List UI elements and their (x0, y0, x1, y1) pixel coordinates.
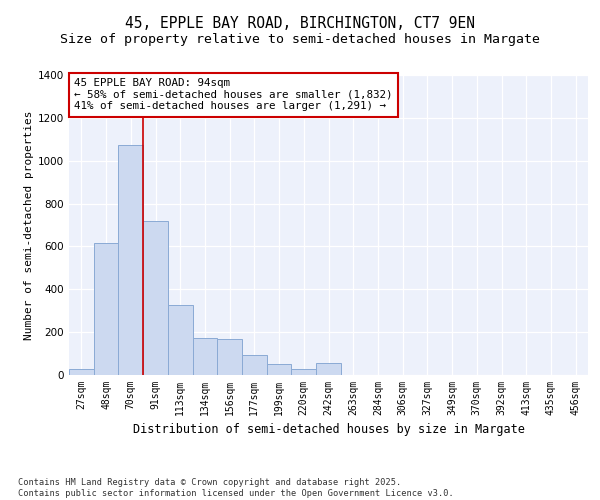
Bar (118, 144, 143, 375)
Bar (217, 338, 242, 375)
Bar (292, 368, 316, 375)
Bar (168, 306, 193, 375)
Bar (267, 364, 292, 375)
X-axis label: Distribution of semi-detached houses by size in Margate: Distribution of semi-detached houses by … (133, 424, 524, 436)
Bar (94, 243, 118, 375)
Bar (193, 338, 217, 375)
Text: Size of property relative to semi-detached houses in Margate: Size of property relative to semi-detach… (60, 32, 540, 46)
Bar (69, 368, 94, 375)
Bar (143, 220, 168, 375)
Y-axis label: Number of semi-detached properties: Number of semi-detached properties (24, 110, 34, 340)
Text: Contains HM Land Registry data © Crown copyright and database right 2025.
Contai: Contains HM Land Registry data © Crown c… (18, 478, 454, 498)
Bar (242, 354, 267, 375)
Text: 45 EPPLE BAY ROAD: 94sqm
← 58% of semi-detached houses are smaller (1,832)
41% o: 45 EPPLE BAY ROAD: 94sqm ← 58% of semi-d… (74, 78, 392, 111)
Text: 45, EPPLE BAY ROAD, BIRCHINGTON, CT7 9EN: 45, EPPLE BAY ROAD, BIRCHINGTON, CT7 9EN (125, 16, 475, 32)
Bar (316, 363, 341, 375)
